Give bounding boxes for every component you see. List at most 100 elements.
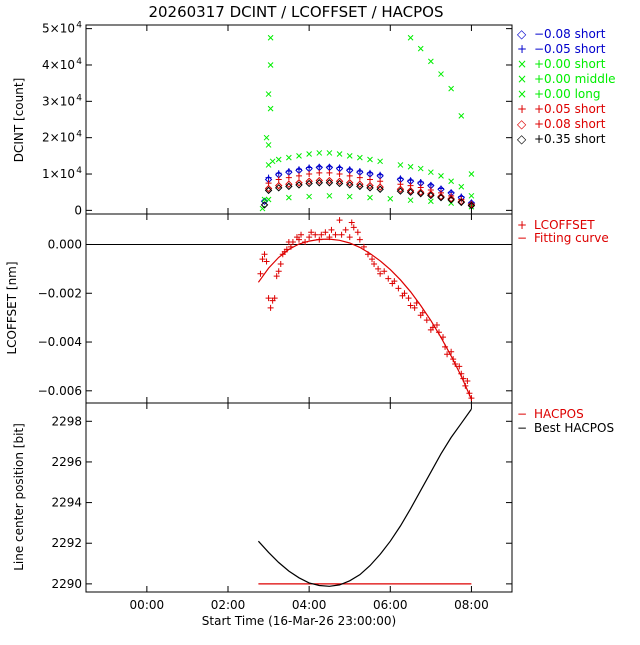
legend-label: +0.05 short (534, 102, 606, 116)
series--0-00-middle (263, 34, 475, 177)
y-tick-label-dcint: 0 (74, 203, 82, 217)
x-tick-label: 00:00 (130, 598, 165, 612)
y-tick-exponent: 4 (76, 93, 82, 103)
data-point (286, 194, 292, 201)
data-point (417, 179, 424, 186)
data-point (306, 193, 312, 200)
data-point (275, 181, 283, 190)
data-point (265, 91, 272, 97)
legend-symbol: × (517, 57, 527, 71)
data-point (367, 156, 373, 163)
data-point (367, 194, 373, 201)
legend-symbol: ◇ (517, 27, 527, 41)
data-point (316, 150, 323, 156)
data-point (423, 317, 430, 324)
data-point (275, 176, 282, 183)
data-point (427, 181, 434, 188)
data-point (357, 154, 363, 161)
data-point (315, 176, 323, 185)
data-point (265, 196, 272, 203)
data-point (260, 197, 269, 205)
data-point (467, 201, 476, 209)
y-tick-label-lcoffset: 0.000 (48, 237, 82, 251)
plot-frame-hacpos (85, 402, 513, 593)
data-point (396, 187, 405, 195)
data-point (448, 85, 454, 92)
y-tick-exponent: 4 (76, 57, 82, 67)
data-point (350, 224, 357, 231)
data-point (369, 256, 376, 263)
data-point (267, 34, 274, 41)
legend-label: +0.08 short (534, 117, 606, 131)
data-point (407, 34, 414, 41)
data-point (296, 152, 302, 159)
data-point (377, 158, 383, 165)
y-axis-label-dcint: DCINT [count] (12, 78, 26, 163)
data-point (296, 172, 302, 179)
series-best-hacpos (257, 408, 472, 587)
data-point (428, 169, 434, 176)
data-point (356, 168, 363, 175)
data-point (346, 193, 353, 200)
data-point (296, 236, 302, 243)
data-point (464, 378, 471, 385)
data-point (444, 351, 451, 358)
data-point (407, 197, 414, 204)
data-point (406, 188, 415, 196)
data-point (354, 229, 361, 236)
data-point (468, 171, 475, 177)
data-point (457, 197, 465, 206)
data-point (427, 191, 435, 200)
data-point (437, 193, 445, 202)
data-point (377, 270, 384, 277)
data-point (269, 158, 276, 165)
data-point (401, 290, 408, 297)
data-point (381, 268, 388, 275)
data-point (448, 178, 454, 185)
legend-label: Best HACPOS (534, 421, 614, 435)
data-point (315, 179, 323, 187)
legend-symbol: + (517, 42, 527, 56)
data-point (417, 165, 424, 172)
legend-symbol: ◇ (517, 117, 527, 131)
panel-hacpos: Line center position [bit] Start Time (1… (12, 402, 513, 628)
x-tick-label: 02:00 (211, 598, 246, 612)
data-point (367, 169, 373, 176)
data-point (265, 295, 272, 302)
data-point (298, 231, 305, 238)
data-point (264, 186, 273, 195)
data-point (437, 192, 445, 201)
data-point (306, 151, 312, 157)
data-point (305, 179, 313, 188)
series-fitting-curve (257, 238, 472, 400)
data-point (335, 179, 344, 188)
data-point (265, 142, 272, 148)
data-point (417, 189, 425, 198)
x-axis-label: Start Time (16-Mar-26 23:00:00) (202, 614, 396, 628)
data-point (428, 198, 434, 205)
data-point (273, 273, 280, 280)
data-point (267, 62, 274, 68)
series--0-08-short (264, 176, 476, 209)
legend-dcint: ◇ −0.08 short + −0.05 short × +0.00 short × +0.… (517, 27, 616, 146)
y-tick-label-hacpos: 2290 (51, 577, 82, 591)
legend-label: +0.00 long (534, 87, 601, 101)
data-point (296, 166, 302, 173)
series-line (257, 408, 472, 587)
legend-label: −0.05 short (534, 42, 606, 56)
data-point (407, 302, 414, 309)
data-point (458, 113, 465, 119)
y-tick-label-dcint: 2×10 (42, 131, 75, 145)
y-tick-label-hacpos: 2292 (51, 536, 82, 550)
data-point (468, 192, 475, 199)
legend-label: +0.35 short (534, 132, 606, 146)
data-point (277, 260, 284, 267)
legend-symbol: − (517, 407, 527, 421)
y-axis-label-hacpos: Line center position [bit] (12, 423, 26, 571)
data-point (433, 321, 440, 328)
data-point (366, 184, 374, 192)
data-point (397, 162, 404, 168)
data-point (263, 258, 270, 265)
data-point (267, 105, 274, 112)
